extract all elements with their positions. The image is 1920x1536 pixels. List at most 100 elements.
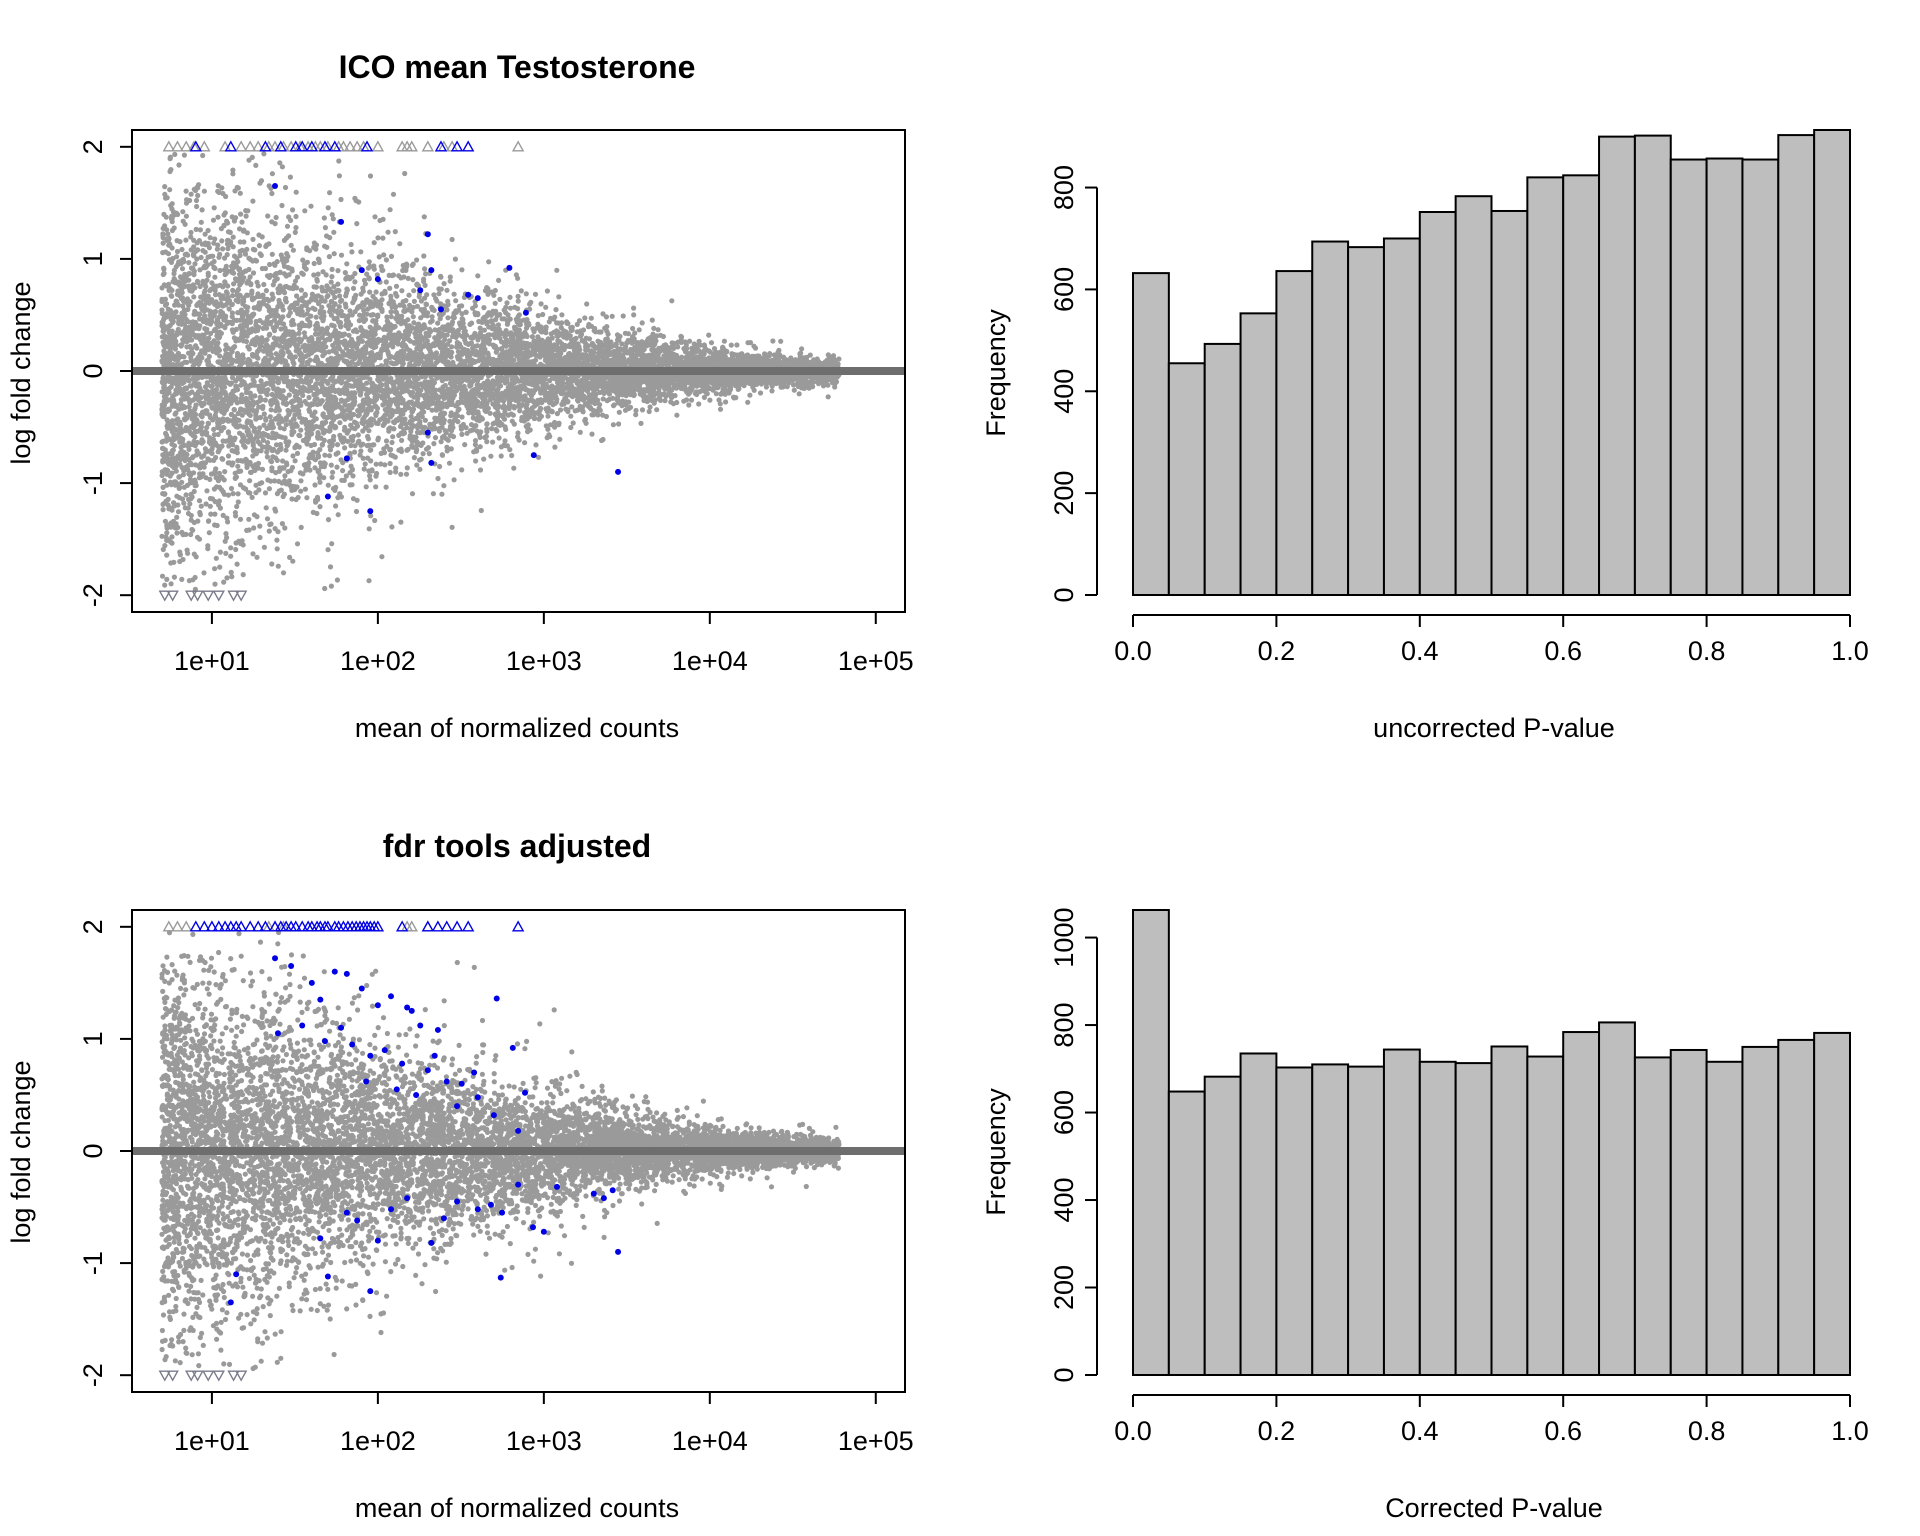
data-point [223,263,229,269]
data-point [160,546,166,553]
data-point [193,226,199,232]
data-point [277,441,283,448]
data-point [686,402,692,408]
data-point [284,223,291,229]
data-point [363,484,369,490]
data-point [639,407,646,413]
data-point [311,272,317,278]
data-point [356,199,362,205]
data-point [324,244,330,250]
data-point [620,313,626,319]
data-point [226,306,232,312]
data-point [669,298,675,304]
data-point [280,493,286,500]
data-point [266,486,272,492]
data-point [290,453,296,459]
data-point [284,251,290,257]
data-point [662,398,668,404]
data-point [298,478,304,484]
data-point [183,237,189,243]
data-point [338,252,345,258]
data-point [300,271,306,277]
data-point [281,290,288,296]
data-point [297,433,303,439]
data-point [414,462,420,468]
data-point [214,246,220,252]
data-point [172,151,178,157]
data-point [239,392,245,398]
data-point [334,442,341,448]
data-point [373,473,379,479]
data-point [631,312,637,318]
data-point [257,425,263,431]
data-point [478,507,484,514]
data-point [336,158,342,164]
data-point [282,525,288,531]
data-point [375,235,381,241]
data-point [173,210,180,216]
data-point [262,265,269,272]
data-point [543,304,549,310]
data-point [329,266,335,272]
data-point [631,392,637,399]
data-point [171,464,177,471]
data-point [259,466,266,472]
data-point [672,393,678,399]
data-point [241,239,247,245]
data-point [646,408,652,415]
data-point [610,403,617,409]
data-point [222,538,228,544]
data-point [320,318,326,324]
data-point [381,326,387,332]
data-point [489,426,495,432]
data-point [293,213,299,220]
data-point [269,219,275,225]
data-point [250,551,256,557]
data-point [354,221,360,227]
data-point [190,376,196,382]
data-point [371,240,377,246]
data-point [240,572,246,578]
data-point [258,178,265,184]
data-point [290,207,296,213]
data-point [354,329,360,335]
data-point [191,268,197,274]
data-point [164,195,170,201]
data-point [372,214,378,220]
data-point [223,342,229,348]
data-point [796,391,802,397]
data-point [423,271,429,277]
data-point [266,241,272,247]
data-point [706,332,712,338]
data-point [179,246,185,253]
data-point [398,471,404,477]
data-point [790,382,797,388]
data-point [298,427,304,433]
data-point [256,487,262,493]
data-point [365,436,371,442]
data-point [439,491,445,497]
data-point [326,453,333,459]
data-point [426,451,432,457]
data-point [238,540,244,547]
data-point [411,288,417,294]
data-point [280,314,286,320]
data-point [327,190,333,196]
data-point [304,495,310,501]
data-point [250,270,257,276]
data-point [447,423,453,429]
data-point [414,257,420,263]
data-point [451,477,457,483]
data-point [174,530,180,536]
data-point [266,528,272,534]
data-point [411,320,417,326]
data-point [432,435,439,441]
data-point [201,570,207,576]
data-point [211,205,217,211]
data-point [393,283,400,289]
data-point [421,253,427,259]
data-point [288,242,294,248]
data-point [472,312,479,318]
data-point [237,190,243,196]
data-point [401,303,407,309]
